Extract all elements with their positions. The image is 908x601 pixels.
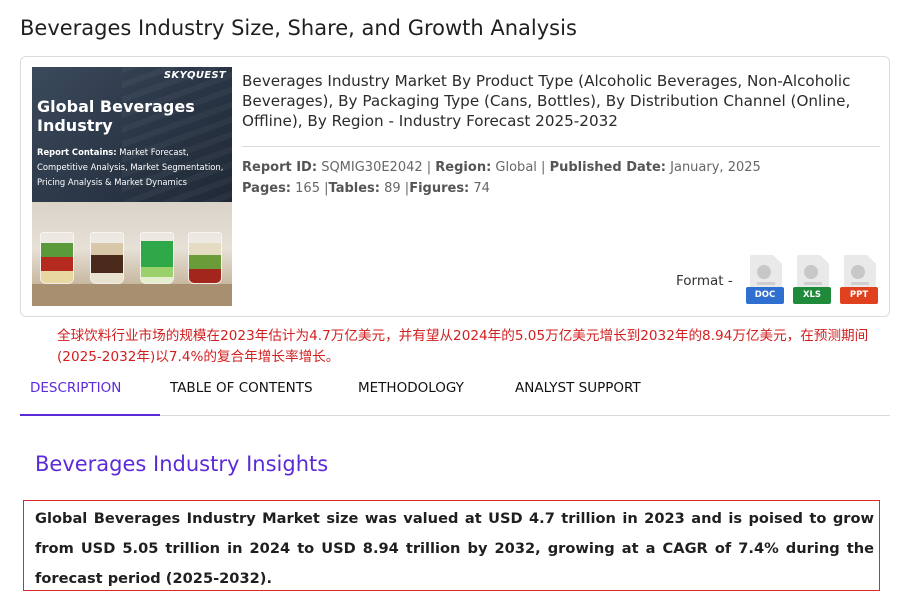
- meta-separator: |: [422, 160, 436, 175]
- report-name: Beverages Industry Market By Product Typ…: [242, 72, 851, 130]
- market-size-highlight-text: Global Beverages Industry Market size wa…: [35, 510, 874, 587]
- card-divider: [242, 146, 880, 147]
- meta-separator: |: [400, 181, 410, 196]
- figures-label: Figures:: [409, 181, 470, 196]
- cover-brand-logo: SKYQUEST: [163, 70, 226, 81]
- figures-value: 74: [473, 181, 490, 196]
- report-cover-image[interactable]: SKYQUEST Global Beverages Industry Repor…: [32, 67, 232, 306]
- report-id-value: SQMIG30E2042: [321, 160, 423, 175]
- market-size-highlight-box: Global Beverages Industry Market size wa…: [23, 500, 880, 591]
- insights-heading: Beverages Industry Insights: [35, 452, 329, 476]
- cover-contains-text: Market Forecast, Competitive Analysis, M…: [37, 147, 224, 187]
- tab-analyst-support[interactable]: ANALYST SUPPORT: [515, 380, 641, 396]
- report-id-label: Report ID:: [242, 160, 318, 175]
- report-meta-line-2: Pages: 165 |Tables: 89 |Figures: 74: [242, 181, 490, 196]
- pages-label: Pages:: [242, 181, 292, 196]
- cover-photo-drinks: [32, 202, 232, 306]
- cover-table-surface: [32, 284, 232, 306]
- tab-table-of-contents[interactable]: TABLE OF CONTENTS: [170, 380, 313, 396]
- xls-format-tag: XLS: [793, 287, 831, 304]
- tables-value: 89: [384, 181, 401, 196]
- cover-banner: [32, 67, 232, 202]
- cover-contains-label: Report Contains:: [37, 147, 117, 157]
- shot-glass-icon: [188, 232, 222, 284]
- published-date-label: Published Date:: [549, 160, 666, 175]
- pages-value: 165: [295, 181, 320, 196]
- doc-format-tag: DOC: [746, 287, 784, 304]
- meta-separator: |: [536, 160, 550, 175]
- ppt-format-tag: PPT: [840, 287, 878, 304]
- cover-heading: Global Beverages Industry: [37, 97, 195, 135]
- page-title: Beverages Industry Size, Share, and Grow…: [20, 16, 577, 40]
- shot-glass-icon: [90, 232, 124, 284]
- report-tabs: DESCRIPTION TABLE OF CONTENTS METHODOLOG…: [20, 372, 890, 416]
- meta-separator: |: [319, 181, 329, 196]
- tables-label: Tables:: [328, 181, 380, 196]
- report-meta-line-1: Report ID: SQMIG30E2042 | Region: Global…: [242, 160, 761, 175]
- tab-description[interactable]: DESCRIPTION: [20, 372, 160, 416]
- xls-format-icon[interactable]: XLS: [793, 255, 833, 307]
- ppt-format-icon[interactable]: PPT: [840, 255, 880, 307]
- report-card: SKYQUEST Global Beverages Industry Repor…: [20, 56, 890, 317]
- format-label: Format -: [676, 273, 733, 289]
- region-value: Global: [495, 160, 537, 175]
- doc-format-icon[interactable]: DOC: [746, 255, 786, 307]
- region-label: Region:: [435, 160, 492, 175]
- published-date-value: January, 2025: [670, 160, 761, 175]
- chinese-summary-text: 全球饮料行业市场的规模在2023年估计为4.7万亿美元，并有望从2024年的5.…: [57, 328, 869, 365]
- tab-methodology[interactable]: METHODOLOGY: [358, 380, 464, 396]
- shot-glass-icon: [140, 232, 174, 284]
- shot-glass-icon: [40, 232, 74, 284]
- cover-contains: Report Contains: Market Forecast, Compet…: [37, 145, 231, 190]
